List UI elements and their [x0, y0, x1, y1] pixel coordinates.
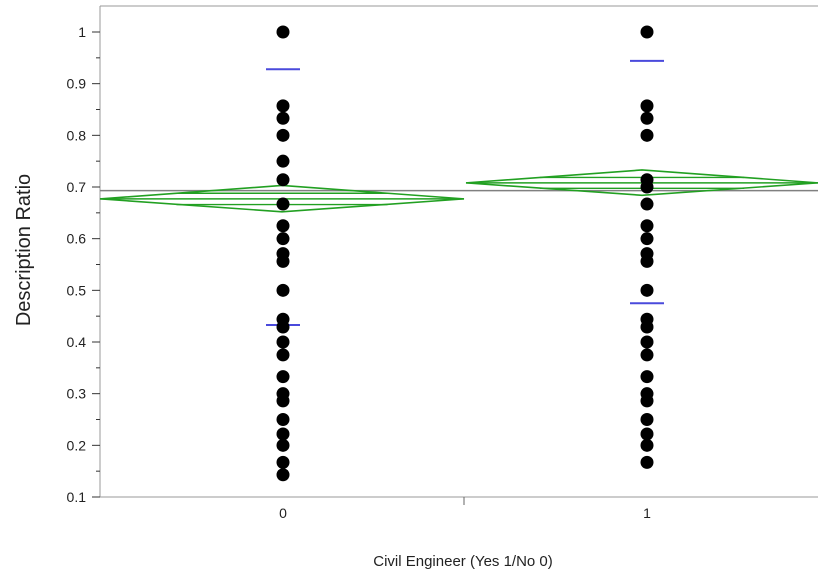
data-point: [640, 197, 654, 211]
data-point: [640, 455, 654, 469]
data-point: [640, 438, 654, 452]
data-point: [276, 283, 290, 297]
data-point: [640, 348, 654, 362]
y-tick-label: 0.5: [67, 282, 87, 298]
data-point: [640, 283, 654, 297]
data-point: [276, 348, 290, 362]
data-point: [640, 232, 654, 246]
data-point: [276, 99, 290, 113]
data-point: [276, 320, 290, 334]
data-point: [640, 254, 654, 268]
y-tick-label: 0.6: [67, 231, 87, 247]
y-tick-label: 0.2: [67, 437, 87, 453]
data-point: [276, 111, 290, 125]
data-point: [276, 232, 290, 246]
data-point: [276, 438, 290, 452]
data-points: [276, 25, 654, 482]
y-tick-label: 0.3: [67, 386, 87, 402]
data-point: [276, 154, 290, 168]
data-point: [276, 370, 290, 384]
data-point: [276, 413, 290, 426]
x-tick-label: 0: [279, 505, 287, 521]
data-point: [276, 335, 290, 349]
y-tick-label: 0.7: [67, 179, 87, 195]
data-point: [640, 219, 654, 233]
y-axis: 0.1 0.2 0.3 0.4 0.5 0.6 0.7 0.8 0.9 1: [67, 24, 100, 505]
data-point: [276, 197, 290, 211]
data-point: [276, 468, 290, 482]
data-point: [276, 128, 290, 142]
y-axis-title: Description Ratio: [13, 174, 35, 326]
data-point: [640, 128, 654, 142]
data-point: [276, 173, 290, 187]
means-diamond: [465, 169, 818, 197]
data-point: [640, 180, 654, 194]
data-point: [640, 99, 654, 113]
data-point: [276, 394, 290, 408]
y-tick-label: 1: [78, 24, 86, 40]
y-tick-label: 0.9: [67, 76, 87, 92]
x-tick-label: 1: [643, 505, 651, 521]
data-point: [276, 25, 290, 39]
data-point: [640, 111, 654, 125]
y-tick-label: 0.1: [67, 489, 87, 505]
plot-frame: [99, 5, 818, 498]
x-axis-title: Civil Engineer (Yes 1/No 0): [373, 553, 553, 570]
data-point: [640, 370, 654, 384]
data-point: [640, 335, 654, 349]
y-tick-label: 0.4: [67, 334, 87, 350]
data-point: [276, 455, 290, 469]
y-tick-label: 0.8: [67, 127, 87, 143]
data-point: [640, 25, 654, 39]
data-point: [276, 254, 290, 268]
data-point: [640, 394, 654, 408]
data-point: [276, 427, 290, 441]
data-point: [640, 427, 654, 441]
data-point: [640, 320, 654, 334]
data-point: [640, 413, 654, 426]
data-point: [276, 219, 290, 233]
